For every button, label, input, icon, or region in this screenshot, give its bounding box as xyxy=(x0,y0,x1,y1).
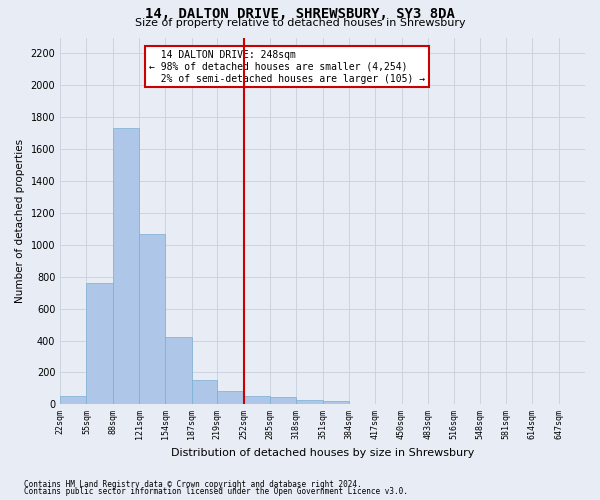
Bar xyxy=(60,396,86,404)
Text: 14, DALTON DRIVE, SHREWSBURY, SY3 8DA: 14, DALTON DRIVE, SHREWSBURY, SY3 8DA xyxy=(145,8,455,22)
Bar xyxy=(113,128,139,404)
Bar xyxy=(192,380,217,404)
Bar xyxy=(139,234,166,404)
Bar xyxy=(323,401,349,404)
Bar xyxy=(86,283,113,405)
Text: Contains HM Land Registry data © Crown copyright and database right 2024.: Contains HM Land Registry data © Crown c… xyxy=(24,480,362,489)
Text: Size of property relative to detached houses in Shrewsbury: Size of property relative to detached ho… xyxy=(134,18,466,28)
Bar xyxy=(270,397,296,404)
Bar xyxy=(244,396,270,404)
Bar xyxy=(166,338,192,404)
Y-axis label: Number of detached properties: Number of detached properties xyxy=(15,139,25,303)
Bar xyxy=(217,390,244,404)
Bar xyxy=(296,400,323,404)
Text: Contains public sector information licensed under the Open Government Licence v3: Contains public sector information licen… xyxy=(24,487,408,496)
Text: 14 DALTON DRIVE: 248sqm
← 98% of detached houses are smaller (4,254)
  2% of sem: 14 DALTON DRIVE: 248sqm ← 98% of detache… xyxy=(149,50,425,84)
X-axis label: Distribution of detached houses by size in Shrewsbury: Distribution of detached houses by size … xyxy=(171,448,474,458)
